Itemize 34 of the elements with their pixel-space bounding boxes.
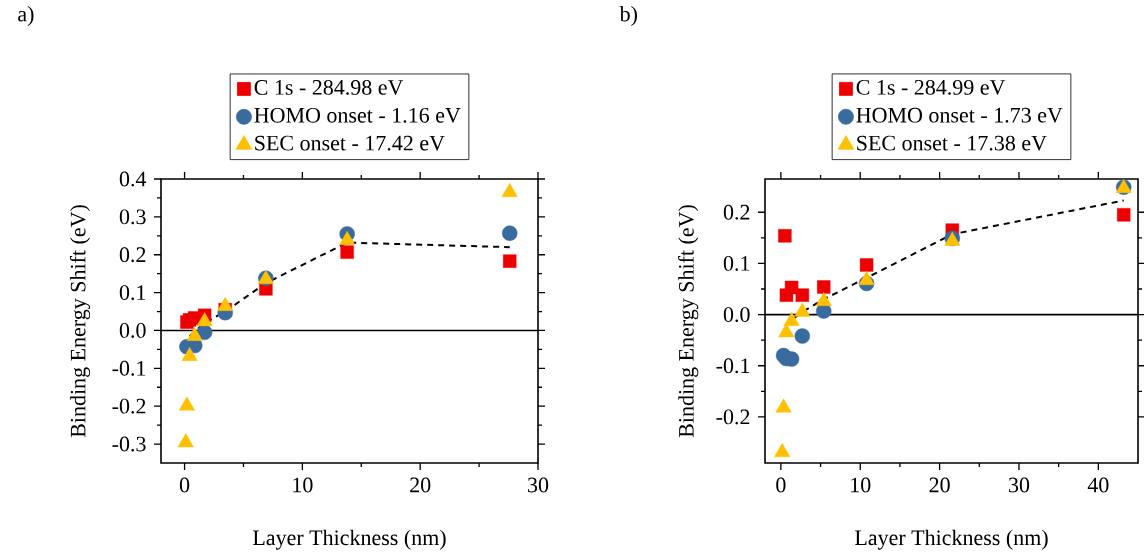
y-tick-label: 0.0	[723, 307, 750, 323]
chart-title: b)	[619, 6, 637, 26]
x-tick-label: 30	[1009, 477, 1030, 493]
legend-label: HOMO onset - 1.73 eV	[856, 107, 1063, 123]
y-tick-label: 0.1	[723, 255, 750, 271]
y-tick-label: -0.2	[716, 409, 750, 425]
legend-label: HOMO onset - 1.16 eV	[254, 107, 461, 123]
x-tick-label: 0	[776, 477, 786, 493]
y-tick-label: 0.3	[119, 209, 146, 225]
legend-label: SEC onset - 17.42 eV	[255, 135, 445, 151]
y-tick-label: -0.1	[716, 358, 750, 374]
x-tick-label: 20	[410, 477, 431, 493]
y-tick-label: 0.0	[119, 323, 146, 338]
x-tick-label: 10	[851, 477, 871, 493]
x-axis-title: Layer Thickness (nm)	[855, 529, 1048, 550]
y-tick-label: -0.2	[112, 398, 146, 414]
x-tick-label: 20	[929, 477, 950, 493]
chart-title: a)	[18, 6, 34, 26]
y-tick-label: 0.1	[119, 285, 146, 301]
x-tick-label: 10	[293, 477, 313, 493]
legend-label: C 1s - 284.99 eV	[856, 79, 1006, 95]
legend-label: SEC onset - 17.38 eV	[857, 135, 1047, 151]
x-tick-label: 40	[1087, 477, 1109, 493]
y-axis-title: Binding Energy Shift (eV)	[678, 205, 699, 438]
y-tick-label: 0.2	[723, 204, 750, 220]
y-tick-label: -0.1	[112, 360, 146, 376]
y-tick-label: 0.4	[119, 171, 147, 187]
x-axis-title: Layer Thickness (nm)	[253, 529, 446, 550]
y-axis-title: Binding Energy Shift (eV)	[69, 205, 91, 438]
x-tick-label: 0	[179, 477, 190, 493]
x-tick-label: 30	[528, 477, 549, 493]
y-tick-label: 0.2	[119, 247, 146, 263]
y-tick-label: -0.3	[112, 436, 146, 452]
legend-label: C 1s - 284.98 eV	[254, 79, 404, 95]
